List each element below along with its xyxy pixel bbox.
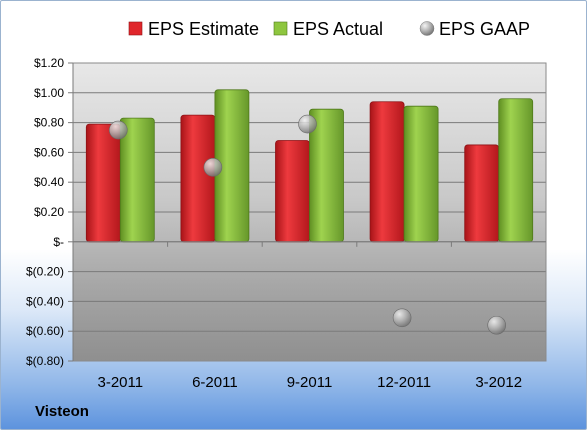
eps-gaap-point [298, 114, 317, 134]
y-tick-label: $0.80 [34, 116, 64, 130]
y-axis: $1.20 $1.00 $0.80 $0.60 $0.40 $0.20 $- $(0.20) $… [26, 56, 74, 368]
eps-gaap-point [109, 120, 128, 140]
y-tick-label: $1.00 [34, 86, 64, 100]
legend-swatch-estimate [128, 21, 143, 36]
y-tick-label: $(0.20) [26, 265, 64, 279]
x-axis: 3-2011 6-2011 9-2011 12-2011 3-2012 [72, 241, 546, 391]
y-tick-label: $0.60 [34, 145, 64, 159]
eps-actual-bar [119, 117, 155, 243]
eps-estimate-bar [464, 144, 500, 243]
x-tick-label: 3-2012 [475, 374, 522, 391]
eps-estimate-bar [85, 123, 121, 243]
y-tick-label: $0.40 [34, 175, 64, 189]
company-name: Visteon [35, 403, 89, 420]
y-tick-label: $(0.40) [26, 294, 64, 308]
y-tick-label: $(0.60) [26, 324, 64, 338]
eps-estimate-bar [180, 114, 216, 243]
x-tick-label: 12-2011 [377, 374, 431, 391]
y-tick-label: $- [53, 235, 64, 249]
legend: EPS Estimate EPS Actual EPS GAAP [128, 19, 530, 39]
legend-swatch-gaap [419, 21, 435, 36]
legend-label: EPS Estimate [148, 19, 259, 39]
eps-gaap-point [392, 308, 412, 328]
x-tick-label: 3-2011 [98, 374, 144, 391]
legend-label: EPS GAAP [439, 19, 530, 39]
eps-gaap-point [203, 158, 223, 177]
eps-actual-bar [498, 98, 534, 243]
eps-estimate-bar [275, 140, 310, 243]
eps-estimate-bar [369, 101, 405, 243]
eps-gaap-point [487, 315, 507, 335]
y-tick-label: $1.20 [34, 56, 64, 70]
y-tick-label: $0.20 [34, 205, 64, 219]
legend-swatch-actual [273, 21, 288, 36]
x-tick-label: 6-2011 [192, 374, 238, 391]
gaap-points [109, 114, 507, 335]
eps-actual-bar [403, 105, 439, 243]
y-tick-label: $(0.80) [26, 354, 64, 368]
x-tick-label: 9-2011 [287, 374, 333, 391]
bars [85, 89, 534, 243]
legend-label: EPS Actual [293, 19, 383, 39]
